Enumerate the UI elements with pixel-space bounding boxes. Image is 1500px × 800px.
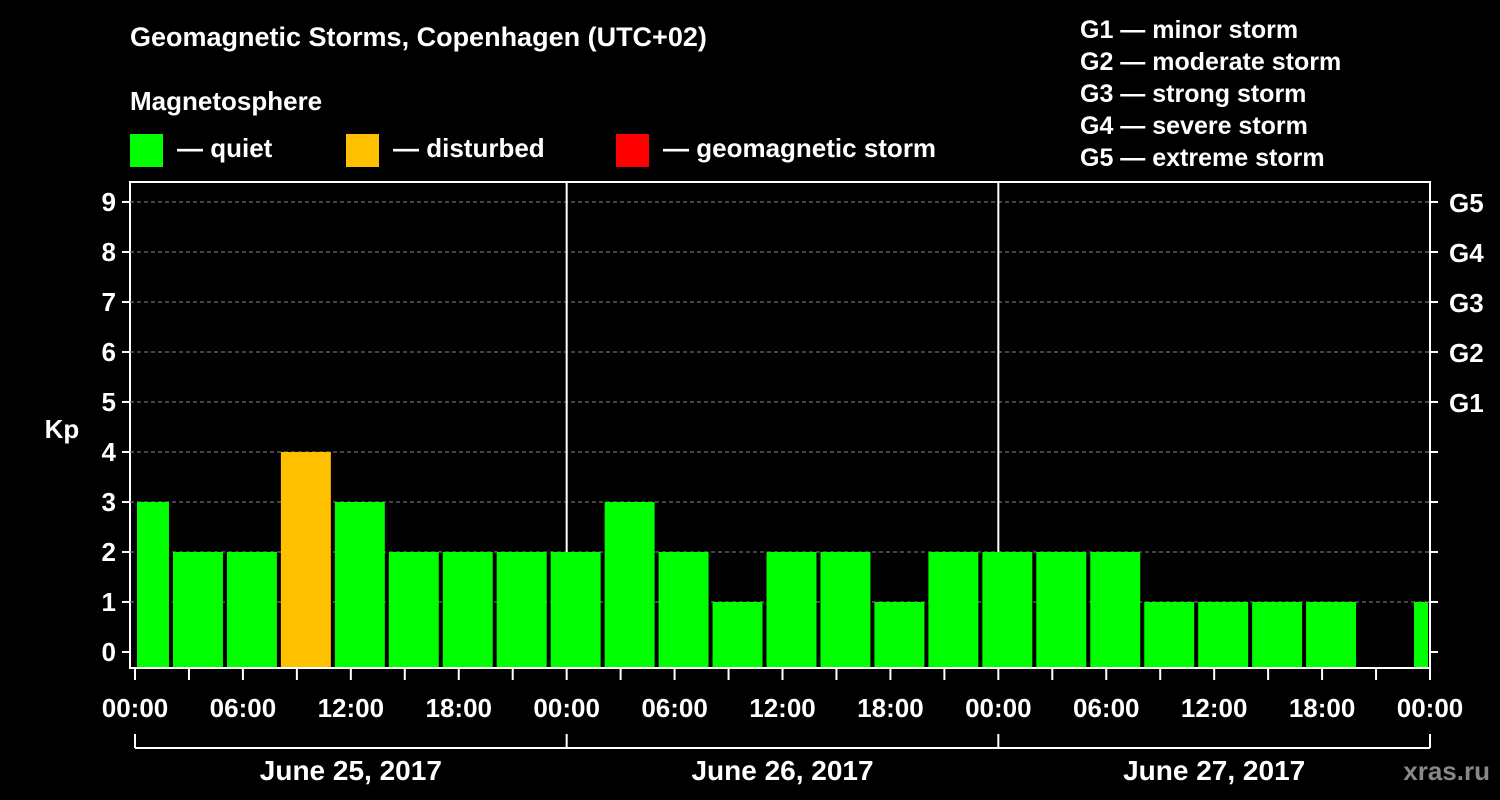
- y-tick-label: 1: [102, 587, 116, 617]
- x-tick-label: 12:00: [749, 693, 816, 723]
- plot-frame: [129, 181, 1431, 669]
- y-tick-label: 2: [102, 537, 116, 567]
- kp-bar: [442, 552, 493, 667]
- kp-bar: [550, 552, 601, 667]
- y-tick-label: 3: [102, 487, 116, 517]
- legend-quiet-label: — quiet: [177, 133, 273, 163]
- x-tick-label: 06:00: [1073, 693, 1140, 723]
- y-tick-label: 5: [102, 387, 116, 417]
- x-tick-label: 18:00: [857, 693, 924, 723]
- legend-storm-swatch: [616, 134, 649, 167]
- kp-bar: [820, 552, 871, 667]
- x-tick-label: 06:00: [210, 693, 277, 723]
- kp-bar: [1198, 602, 1249, 667]
- kp-bar: [766, 552, 817, 667]
- kp-bar: [712, 602, 763, 667]
- legend-disturbed-label: — disturbed: [393, 133, 545, 163]
- kp-bar: [226, 552, 277, 667]
- g-scale-legend-item: G3 — strong storm: [1080, 80, 1307, 108]
- kp-bar: [658, 552, 709, 667]
- kp-bar: [1252, 602, 1303, 667]
- y-tick-label: 9: [102, 187, 116, 217]
- x-tick-label: 18:00: [426, 693, 493, 723]
- g-scale-legend-item: G1 — minor storm: [1080, 16, 1299, 44]
- kp-bar: [1036, 552, 1087, 667]
- g-scale-legend-item: G2 — moderate storm: [1080, 48, 1342, 76]
- x-tick-label: 06:00: [641, 693, 708, 723]
- kp-bar: [604, 502, 655, 667]
- x-tick-label: 18:00: [1289, 693, 1356, 723]
- y-tick-label: 6: [102, 337, 116, 367]
- g-level-label: G3: [1449, 288, 1484, 318]
- g-level-label: G4: [1449, 238, 1484, 268]
- kp-bar: [928, 552, 979, 667]
- chart-title: Geomagnetic Storms, Copenhagen (UTC+02): [130, 22, 707, 52]
- g-level-label: G2: [1449, 338, 1484, 368]
- day-label: June 27, 2017: [1123, 755, 1305, 786]
- x-tick-label: 00:00: [102, 693, 169, 723]
- day-label: June 26, 2017: [691, 755, 873, 786]
- x-tick-label: 00:00: [965, 693, 1032, 723]
- y-tick-label: 4: [102, 437, 117, 467]
- watermark[interactable]: xras.ru: [1403, 756, 1490, 786]
- y-axis-label: Kp: [45, 414, 80, 444]
- legend-storm-label: — geomagnetic storm: [663, 133, 937, 163]
- x-tick-label: 12:00: [1181, 693, 1248, 723]
- kp-bar: [334, 502, 385, 667]
- kp-bar: [172, 552, 223, 667]
- g-scale-legend-item: G5 — extreme storm: [1080, 144, 1325, 172]
- kp-bar: [137, 502, 169, 667]
- x-tick-label: 12:00: [318, 693, 385, 723]
- y-tick-label: 7: [102, 287, 116, 317]
- kp-bar: [982, 552, 1033, 667]
- g-level-label: G1: [1449, 388, 1484, 418]
- x-tick-label: 00:00: [1397, 693, 1464, 723]
- kp-bar: [388, 552, 439, 667]
- g-scale-legend-item: G4 — severe storm: [1080, 112, 1308, 140]
- kp-bar: [874, 602, 925, 667]
- y-tick-label: 8: [102, 237, 116, 267]
- kp-bar: [496, 552, 547, 667]
- day-label: June 25, 2017: [260, 755, 442, 786]
- kp-bar: [1144, 602, 1195, 667]
- legend-quiet-swatch: [130, 134, 163, 167]
- kp-bar: [1090, 552, 1141, 667]
- g-scale-legend: G1 — minor storm G2 — moderate storm G3 …: [1080, 14, 1341, 174]
- legend-disturbed-swatch: [346, 134, 379, 167]
- magnetosphere-title: Magnetosphere: [130, 86, 323, 116]
- g-level-label: G5: [1449, 188, 1484, 218]
- y-tick-label: 0: [102, 637, 116, 667]
- kp-bar: [280, 452, 331, 667]
- x-tick-label: 00:00: [533, 693, 600, 723]
- kp-bar: [1414, 602, 1428, 667]
- kp-bar: [1306, 602, 1357, 667]
